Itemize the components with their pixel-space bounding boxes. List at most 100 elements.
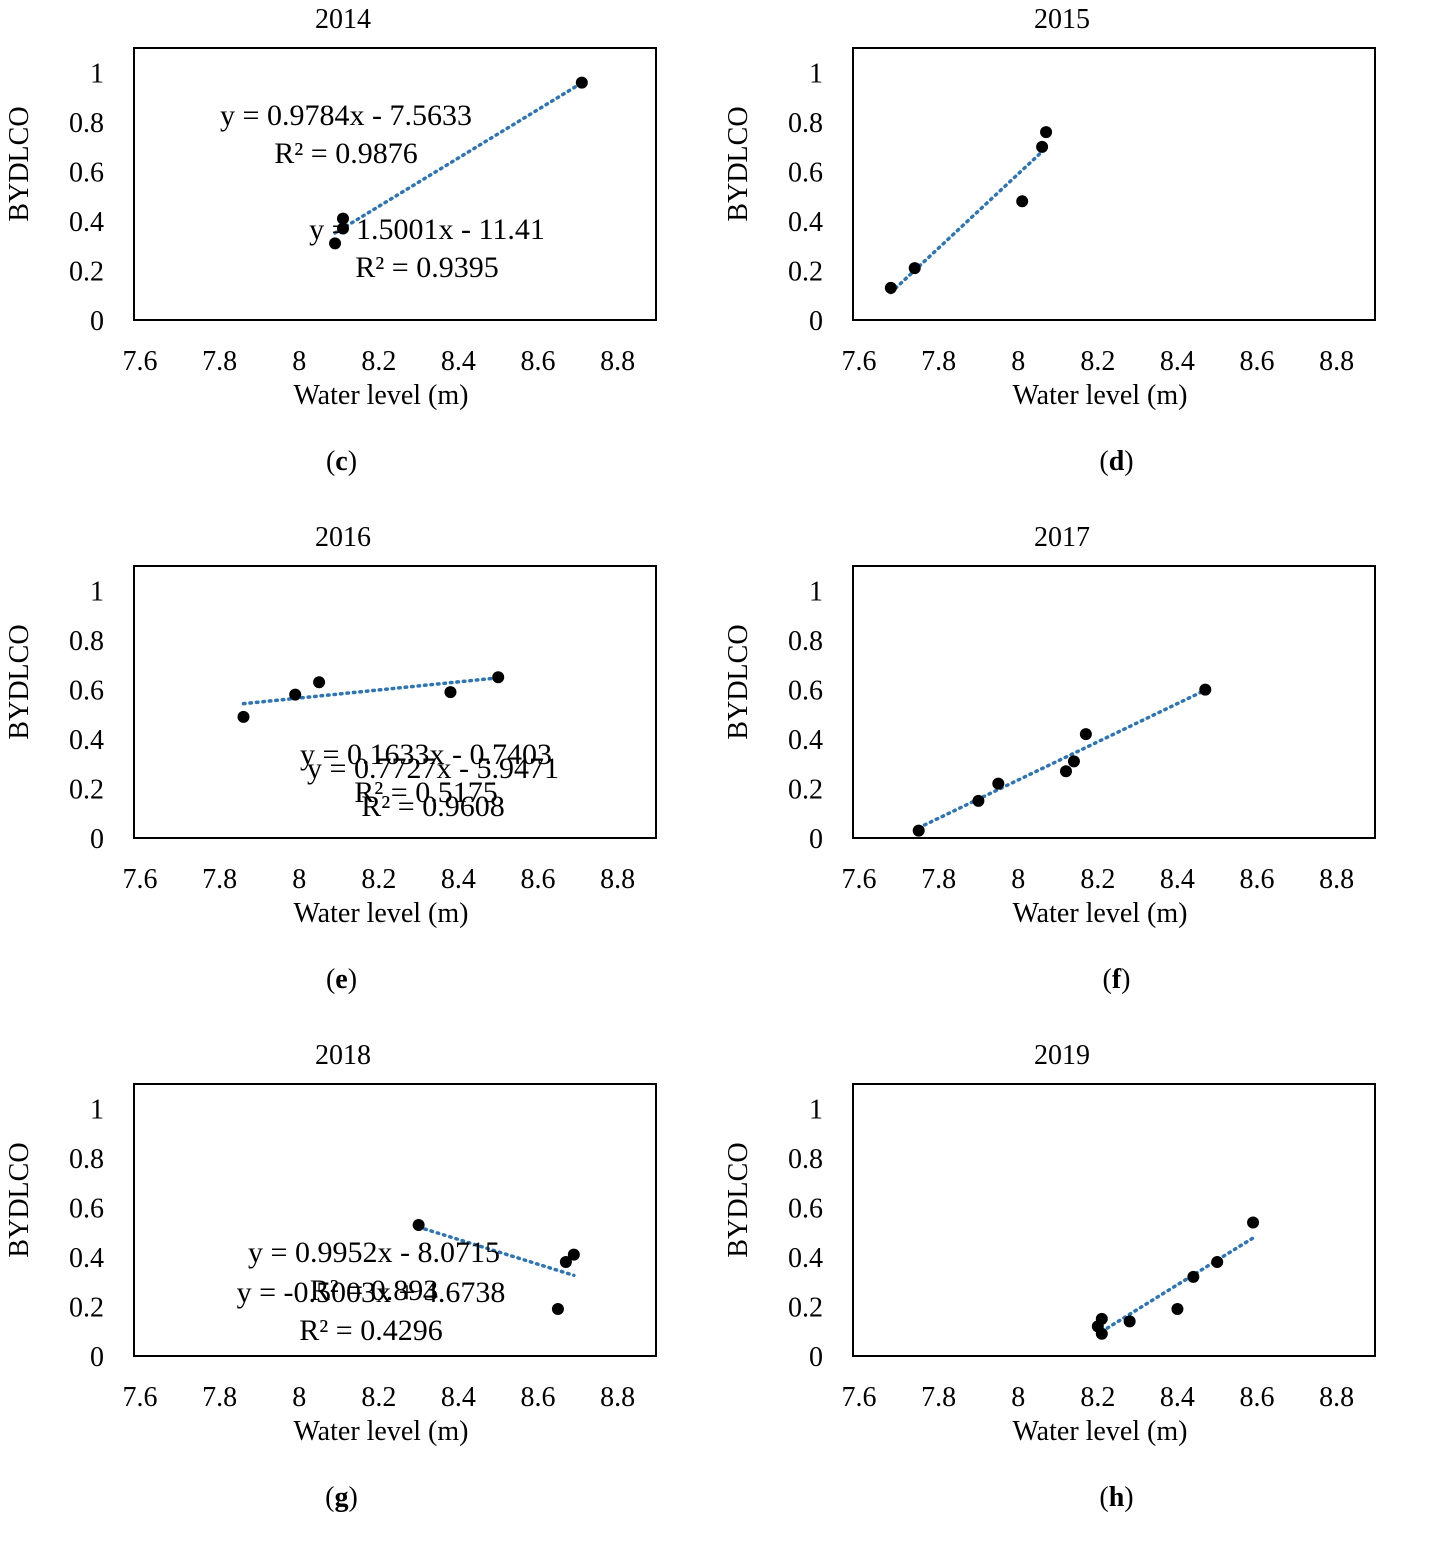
plot-frame: [852, 47, 1376, 321]
x-tick-label: 7.6: [123, 346, 158, 377]
x-tick-label: 7.6: [123, 864, 158, 895]
plot-frame: [852, 565, 1376, 839]
x-tick-label: 8.8: [600, 1382, 635, 1413]
x-tick-label: 8.6: [521, 346, 556, 377]
data-point: [1036, 140, 1049, 153]
chart-panel-g: 2018 0 0.2 0.4 0.6 0.8 1 7.6 7.8 8 8.2 8.4 8.6 8.8 Wat…: [0, 1036, 723, 1546]
y-tick-label: 0: [90, 306, 104, 337]
y-tick-label: 0.4: [69, 1243, 104, 1274]
data-point: [329, 237, 342, 250]
y-tick-label: 0: [90, 1342, 104, 1373]
data-point: [1095, 1312, 1108, 1325]
x-tick-label: 8.4: [441, 346, 476, 377]
plot-frame: [133, 47, 657, 321]
x-tick-label: 8.6: [1240, 864, 1275, 895]
y-tick-label: 0.8: [788, 626, 823, 657]
x-tick-label: 8.2: [1080, 864, 1115, 895]
data-point: [912, 824, 925, 837]
trendline-equation: y = 0.7727x - 5.9471: [307, 752, 559, 785]
y-tick-label: 0.2: [788, 1293, 823, 1324]
panel-caption: (d): [1099, 446, 1134, 477]
trendline: [333, 81, 584, 235]
chart-svg-c: 2014 0 0.2 0.4 0.6 0.8 1 7.6 7.8 8 8.2 8.4 8.6 8.8 Wat…: [4, 4, 657, 411]
data-point: [1059, 765, 1072, 778]
chart-panel-f: 2017 0 0.2 0.4 0.6 0.8 1 7.6 7.8 8 8.2 8.4 8.6 8.8 Wat…: [307, 518, 1446, 1028]
data-point: [992, 777, 1005, 790]
panel-caption-letter: e: [335, 964, 348, 995]
x-tick-label: 8.4: [441, 864, 476, 895]
y-axis-label: BYDLCO: [723, 1142, 754, 1257]
plot-frame: [852, 1083, 1376, 1357]
panel-caption-letter: f: [1111, 964, 1122, 995]
y-tick-label: 0.6: [788, 676, 823, 707]
y-tick-label: 0.4: [788, 1243, 823, 1274]
panel-caption: (c): [325, 446, 358, 477]
y-axis-label: BYDLCO: [723, 624, 754, 739]
x-axis-label: Water level (m): [294, 1416, 469, 1447]
x-tick-label: 7.8: [921, 346, 956, 377]
y-tick-label: 1: [809, 59, 823, 90]
y-tick-label: 0.2: [788, 775, 823, 806]
r-squared-label: R² = 0.5175: [354, 776, 497, 809]
y-axis-label: BYDLCO: [723, 106, 754, 221]
y-tick-label: 0.2: [69, 1293, 104, 1324]
data-point: [1247, 1216, 1260, 1229]
trendline-equation: y = -0.5003x + 4.6738: [237, 1276, 506, 1309]
x-tick-label: 8: [1011, 346, 1025, 377]
x-tick-label: 7.6: [123, 1382, 158, 1413]
chart-title: 2019: [1034, 1040, 1090, 1071]
x-axis-label: Water level (m): [1013, 1416, 1188, 1447]
panel-caption-letter: d: [1108, 446, 1125, 477]
trendline-equation: y = 0.9784x - 7.5633: [220, 99, 472, 132]
panel-caption-letter: h: [1108, 1482, 1125, 1513]
panel-caption: (e): [325, 964, 358, 995]
panel-caption: (f): [1102, 964, 1131, 995]
chart-title: 2016: [315, 522, 371, 553]
data-point: [289, 688, 302, 701]
x-tick-label: 8.8: [600, 864, 635, 895]
x-axis-label: Water level (m): [294, 380, 469, 411]
y-tick-label: 0.4: [69, 207, 104, 238]
x-tick-label: 7.8: [202, 864, 237, 895]
x-tick-label: 8.2: [361, 864, 396, 895]
x-tick-label: 8.4: [441, 1382, 476, 1413]
trendline-equation: y = 0.9952x - 8.0715: [248, 1236, 500, 1269]
data-point: [1016, 195, 1029, 208]
chart-panel-c: 2014 0 0.2 0.4 0.6 0.8 1 7.6 7.8 8 8.2 8.4 8.6 8.8 Wat…: [0, 0, 723, 510]
trendline: [1100, 1236, 1255, 1334]
y-tick-label: 0.8: [69, 1144, 104, 1175]
r-squared-label: R² = 0.9395: [355, 251, 498, 284]
x-tick-label: 8.8: [1319, 864, 1354, 895]
trendline: [416, 1225, 576, 1278]
x-tick-label: 7.6: [842, 864, 877, 895]
y-tick-label: 0.2: [69, 775, 104, 806]
y-axis-label: BYDLCO: [4, 106, 35, 221]
y-tick-label: 0.2: [788, 257, 823, 288]
y-tick-label: 0.8: [69, 108, 104, 139]
x-tick-label: 8.2: [361, 346, 396, 377]
x-tick-label: 7.8: [921, 864, 956, 895]
x-axis-label: Water level (m): [1013, 380, 1188, 411]
y-tick-label: 0.6: [788, 158, 823, 189]
trendline: [916, 688, 1208, 830]
chart-svg-e: 2016 0 0.2 0.4 0.6 0.8 1 7.6 7.8 8 8.2 8.4 8.6 8.8 Wat…: [4, 522, 657, 929]
data-point: [1079, 728, 1092, 741]
data-point: [444, 686, 457, 699]
chart-svg-d: 2015 0 0.2 0.4 0.6 0.8 1 7.6 7.8 8 8.2 8.4 8.6 8.8 Wat…: [309, 4, 1376, 411]
data-point: [1199, 683, 1212, 696]
x-tick-label: 8.4: [1160, 1382, 1195, 1413]
data-point: [884, 281, 897, 294]
y-tick-label: 0.6: [69, 158, 104, 189]
trendline: [241, 676, 500, 706]
panel-caption-letter: c: [335, 446, 348, 477]
x-tick-label: 8.6: [1240, 346, 1275, 377]
r-squared-label: R² = 0.9608: [361, 790, 504, 823]
data-point: [1040, 126, 1053, 139]
chart-title: 2014: [315, 4, 371, 35]
y-tick-label: 0: [809, 824, 823, 855]
chart-svg-f: 2017 0 0.2 0.4 0.6 0.8 1 7.6 7.8 8 8.2 8.4 8.6 8.8 Wat…: [307, 522, 1376, 929]
chart-panel-h: 2019 0 0.2 0.4 0.6 0.8 1 7.6 7.8 8 8.2 8.4 8.6 8.8 Wat…: [248, 1036, 1446, 1546]
panel-caption: (g): [325, 1482, 358, 1513]
x-tick-label: 8: [292, 1382, 306, 1413]
r-squared-label: R² = 0.9876: [274, 137, 417, 170]
